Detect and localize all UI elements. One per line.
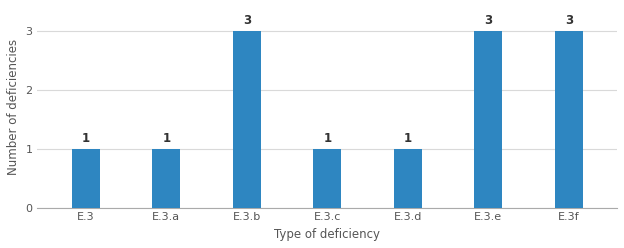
Text: 3: 3	[565, 14, 573, 27]
Text: 1: 1	[404, 132, 412, 145]
Y-axis label: Number of deficiencies: Number of deficiencies	[7, 39, 20, 175]
Text: 1: 1	[82, 132, 90, 145]
X-axis label: Type of deficiency: Type of deficiency	[275, 228, 380, 241]
Bar	[72, 149, 100, 208]
Text: 1: 1	[162, 132, 170, 145]
Bar	[233, 31, 261, 208]
Text: 3: 3	[243, 14, 251, 27]
Bar	[394, 149, 422, 208]
Text: 1: 1	[323, 132, 331, 145]
Bar	[555, 31, 583, 208]
Bar	[474, 31, 502, 208]
Bar	[152, 149, 180, 208]
Text: 3: 3	[484, 14, 492, 27]
Bar	[313, 149, 341, 208]
